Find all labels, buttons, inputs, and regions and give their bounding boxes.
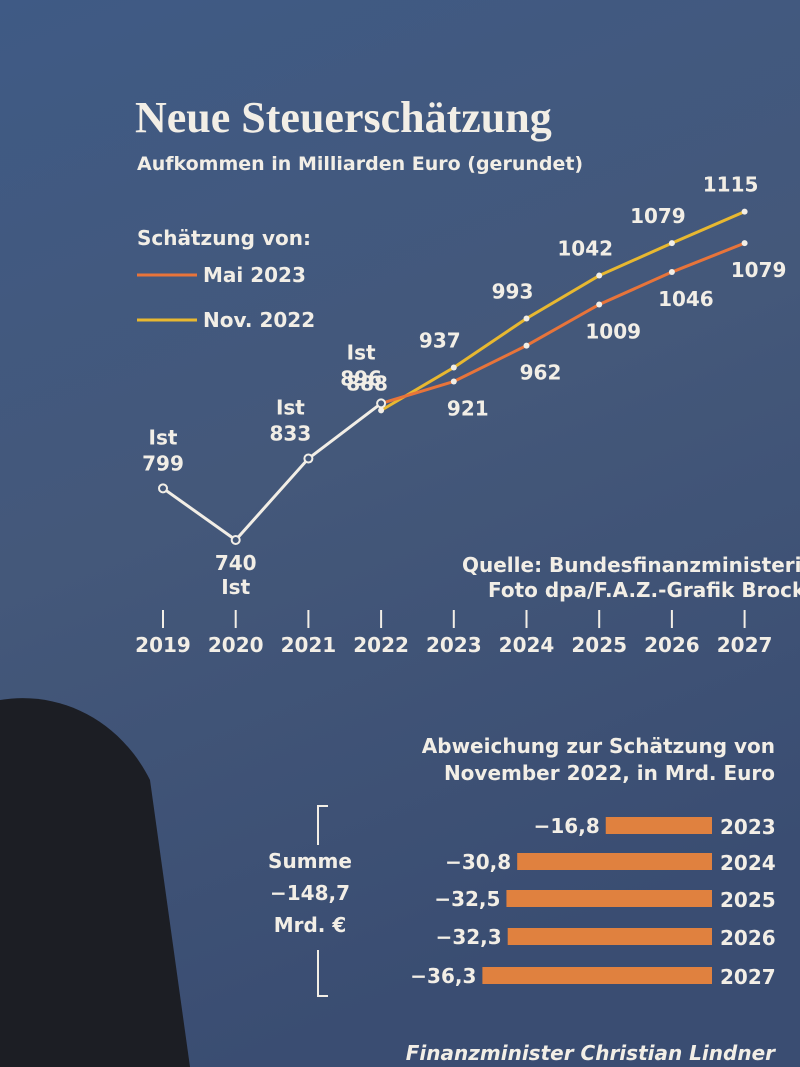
point (376, 398, 387, 409)
point (596, 301, 603, 308)
point (741, 240, 748, 247)
x-tick-label: 2022 (353, 633, 409, 657)
y-tick-label: 2027 (720, 965, 776, 989)
point (450, 364, 457, 371)
x-tick-label: 2027 (717, 633, 773, 657)
data-label: 1042 (557, 237, 613, 261)
chart-title: Neue Steuerschätzung (135, 93, 552, 142)
x-tick-label: 2019 (135, 633, 191, 657)
data-label: 1079 (731, 258, 787, 282)
y-tick-label: 2023 (720, 815, 776, 839)
point (303, 453, 314, 464)
point (596, 272, 603, 279)
bar (517, 853, 712, 870)
bar-title: Abweichung zur Schätzung von (422, 734, 775, 758)
data-label: −32,5 (434, 887, 500, 911)
y-tick-label: 2026 (720, 926, 776, 950)
data-label: 993 (492, 279, 534, 303)
point (668, 240, 675, 247)
data-label: −30,8 (445, 850, 511, 874)
x-tick-label: 2024 (499, 633, 555, 657)
x-tick-label: 2026 (644, 633, 700, 657)
data-label: 1046 (658, 287, 714, 311)
chart-subtitle: Aufkommen in Milliarden Euro (gerundet) (137, 153, 583, 175)
point (230, 534, 241, 545)
bar (506, 890, 712, 907)
data-label: 937 (419, 328, 461, 352)
ist-label: Ist (221, 575, 250, 599)
point (523, 315, 530, 322)
bar-title: November 2022, in Mrd. Euro (444, 761, 775, 785)
annotation: −148,7 (270, 881, 350, 905)
ist-label: Ist (149, 425, 178, 449)
person-silhouette (0, 698, 190, 1067)
point (158, 483, 168, 494)
point (378, 407, 385, 414)
series-line (380, 241, 746, 405)
data-label: 1115 (703, 173, 759, 197)
ist-label: Ist (276, 396, 305, 420)
caption: Finanzminister Christian Lindner (406, 1041, 776, 1065)
data-label: 740 (215, 551, 257, 575)
source: Quelle: Bundesfinanzministerium (462, 553, 800, 577)
x-tick-label: 2023 (426, 633, 482, 657)
data-label: −36,3 (410, 964, 476, 988)
data-label: 921 (447, 397, 489, 421)
data-label: 888 (346, 371, 388, 395)
annotation: Summe (268, 849, 352, 873)
point (668, 269, 675, 276)
series-line (380, 210, 746, 412)
point (450, 378, 457, 385)
data-label: 799 (142, 451, 184, 475)
actual-line (162, 402, 383, 542)
y-tick-label: 2024 (720, 851, 776, 875)
data-label: 896 (340, 366, 382, 390)
annotation: Mrd. € (274, 913, 347, 937)
data-label: 833 (270, 422, 312, 446)
point (523, 342, 530, 349)
legend-label: Mai 2023 (203, 263, 306, 287)
x-tick-label: 2025 (571, 633, 627, 657)
source: Foto dpa/F.A.Z.-Grafik Brocker (488, 578, 800, 602)
data-label: −16,8 (534, 814, 600, 838)
x-tick-label: 2021 (281, 633, 337, 657)
bar (482, 967, 712, 984)
data-label: −32,3 (436, 925, 502, 949)
ist-label: Ist (347, 340, 376, 364)
bar (605, 817, 712, 834)
data-label: 1079 (630, 204, 686, 228)
y-tick-label: 2025 (720, 888, 776, 912)
bracket (317, 805, 328, 997)
legend-label: Nov. 2022 (203, 308, 315, 332)
data-label: 1009 (585, 319, 641, 343)
x-tick-label: 2020 (208, 633, 264, 657)
data-label: 962 (520, 361, 562, 385)
point (741, 208, 748, 215)
legend-title: Schätzung von: (137, 226, 311, 250)
bar (507, 928, 712, 945)
